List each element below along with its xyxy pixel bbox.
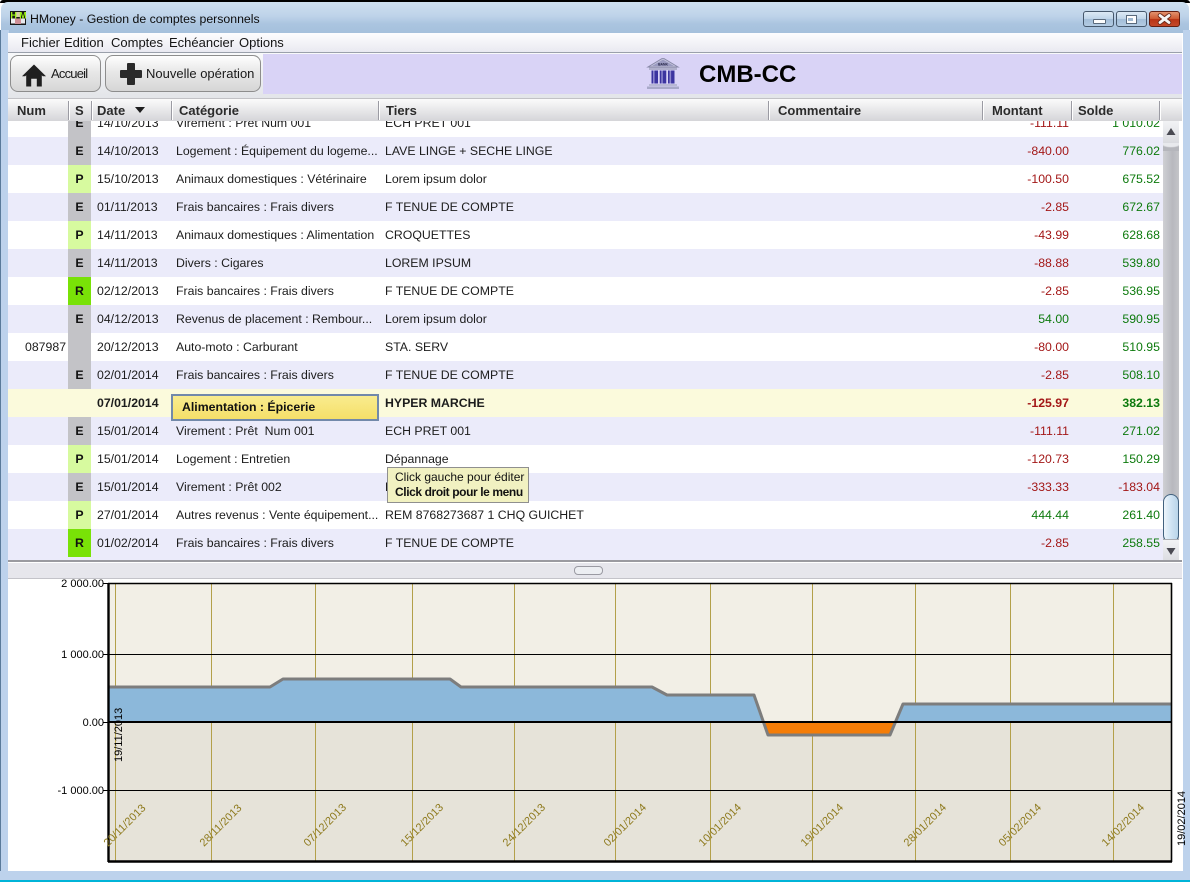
svg-text:H: H [10, 11, 17, 21]
svg-text:2 000.00: 2 000.00 [61, 578, 104, 590]
svg-text:19/02/2014: 19/02/2014 [1176, 791, 1188, 846]
svg-text:M: M [19, 11, 26, 21]
svg-text:1 000.00: 1 000.00 [61, 649, 104, 661]
svg-text:BANK: BANK [658, 63, 668, 67]
svg-text:0.00: 0.00 [83, 717, 104, 729]
svg-text:-1 000.00: -1 000.00 [58, 785, 104, 797]
svg-text:19/11/2013: 19/11/2013 [113, 708, 125, 762]
